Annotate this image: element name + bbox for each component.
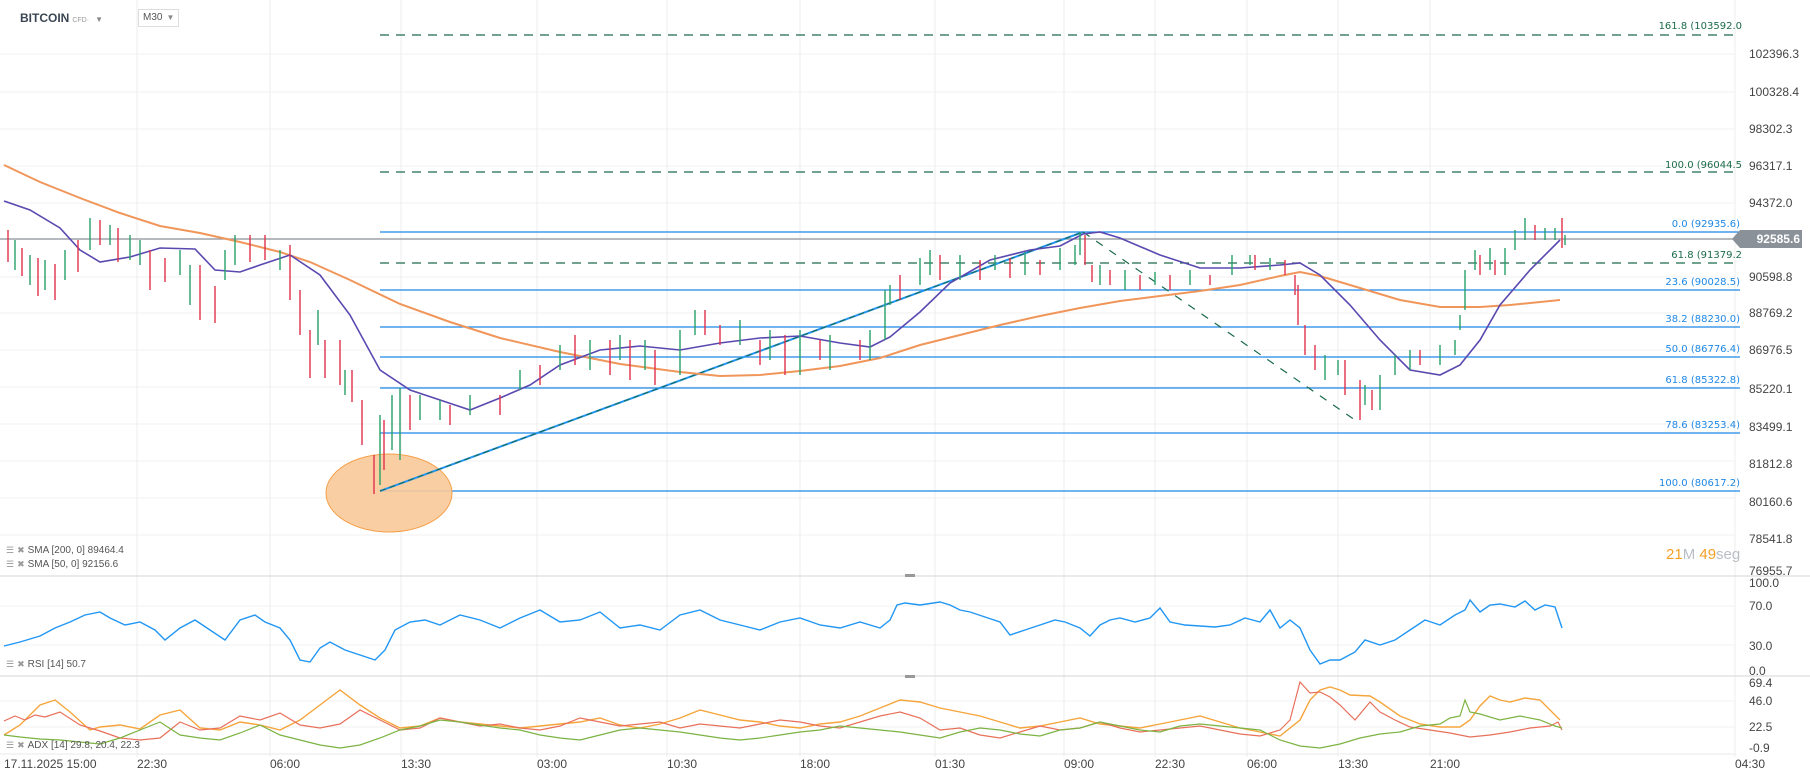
legend-sma200[interactable]: ☰ ✖ SMA [200, 0] 89464.4 bbox=[6, 545, 124, 556]
symbol-name: BITCOIN bbox=[20, 11, 70, 25]
legend-sma50[interactable]: ☰ ✖ SMA [50, 0] 92156.6 bbox=[6, 559, 118, 570]
settings-icon[interactable]: ☰ bbox=[6, 740, 15, 750]
svg-text:46.0: 46.0 bbox=[1749, 694, 1773, 708]
fib-retracement-labels: 0.0 (92935.6) 23.6 (90028.5) 38.2 (88230… bbox=[1659, 219, 1740, 489]
svg-text:100.0: 100.0 bbox=[1749, 576, 1779, 590]
svg-text:0.0: 0.0 bbox=[1749, 664, 1766, 678]
time-tick: 13:30 bbox=[1338, 757, 1369, 771]
close-icon[interactable]: ✖ bbox=[17, 659, 25, 669]
close-icon[interactable]: ✖ bbox=[17, 559, 25, 569]
time-tick: 17.11.2025 15:00 bbox=[4, 757, 97, 771]
time-tick: 06:00 bbox=[270, 757, 301, 771]
svg-text:102396.3: 102396.3 bbox=[1749, 47, 1799, 61]
svg-text:38.2 (88230.0): 38.2 (88230.0) bbox=[1665, 314, 1740, 325]
trend-line-up-overlay bbox=[379, 231, 1084, 492]
sma50-label: SMA [50, 0] 92156.6 bbox=[27, 559, 119, 570]
price-axis[interactable]: 102396.3 100328.4 98302.3 96317.1 94372.… bbox=[1749, 47, 1799, 578]
adx-line-orange bbox=[3, 686, 1561, 737]
close-icon[interactable]: ✖ bbox=[17, 545, 25, 555]
svg-text:23.6 (90028.5): 23.6 (90028.5) bbox=[1665, 277, 1740, 288]
symbol-selector[interactable]: BITCOIN CFD· ▼ bbox=[20, 11, 103, 25]
adx-line-red bbox=[3, 680, 1563, 741]
time-tick: 01:30 bbox=[935, 757, 966, 771]
horizontal-grid bbox=[0, 53, 1735, 728]
fib-extension-lines[interactable] bbox=[380, 34, 1740, 264]
pane-resize-handle[interactable] bbox=[905, 574, 915, 577]
chevron-down-icon: ▼ bbox=[95, 15, 103, 24]
time-tick: 10:30 bbox=[667, 757, 698, 771]
candle-countdown: 21M 49seg bbox=[1666, 546, 1741, 563]
time-tick: 22:30 bbox=[137, 757, 168, 771]
svg-text:61.8 (91379.2: 61.8 (91379.2 bbox=[1671, 250, 1742, 261]
highlight-ellipse[interactable] bbox=[325, 453, 453, 533]
vertical-grid bbox=[136, 0, 1736, 757]
svg-text:96317.1: 96317.1 bbox=[1749, 159, 1793, 173]
time-tick: 09:00 bbox=[1064, 757, 1095, 771]
time-tick: 21:00 bbox=[1430, 757, 1461, 771]
symbol-suffix: CFD· bbox=[72, 17, 90, 24]
rsi-axis: 100.0 70.0 30.0 0.0 bbox=[1749, 576, 1779, 678]
fib-extension-labels: 161.8 (103592.0 100.0 (96044.5 61.8 (913… bbox=[1659, 21, 1742, 261]
sma200-line bbox=[3, 164, 1561, 378]
trend-line-down[interactable] bbox=[1082, 231, 1356, 421]
chevron-down-icon: ▼ bbox=[166, 13, 175, 22]
svg-text:78.6 (83253.4): 78.6 (83253.4) bbox=[1665, 420, 1740, 431]
time-tick: 13:30 bbox=[401, 757, 432, 771]
adx-axis: 69.4 46.0 22.5 -0.9 bbox=[1749, 676, 1773, 755]
svg-text:-0.9: -0.9 bbox=[1749, 741, 1770, 755]
time-tick: 03:00 bbox=[537, 757, 568, 771]
time-axis[interactable]: 17.11.2025 15:00 22:30 06:00 13:30 03:00… bbox=[0, 757, 1810, 777]
chart-header: BITCOIN CFD· ▼ M30 ▼ bbox=[0, 0, 1810, 30]
svg-text:61.8 (85322.8): 61.8 (85322.8) bbox=[1665, 375, 1740, 386]
legend-adx[interactable]: ☰ ✖ ADX [14] 29.8, 20.4, 22.3 bbox=[6, 740, 140, 751]
svg-text:30.0: 30.0 bbox=[1749, 639, 1773, 653]
svg-text:90598.8: 90598.8 bbox=[1749, 270, 1793, 284]
svg-text:22.5: 22.5 bbox=[1749, 720, 1773, 734]
svg-text:78541.8: 78541.8 bbox=[1749, 532, 1793, 546]
svg-text:70.0: 70.0 bbox=[1749, 599, 1773, 613]
timeframe-value: M30 bbox=[143, 12, 163, 23]
sma200-label: SMA [200, 0] 89464.4 bbox=[27, 545, 124, 556]
time-tick: 22:30 bbox=[1155, 757, 1186, 771]
adx-label: ADX [14] 29.8, 20.4, 22.3 bbox=[27, 740, 140, 751]
svg-text:88769.2: 88769.2 bbox=[1749, 306, 1793, 320]
svg-text:69.4: 69.4 bbox=[1749, 676, 1773, 690]
svg-text:80160.6: 80160.6 bbox=[1749, 495, 1793, 509]
svg-text:76955.7: 76955.7 bbox=[1749, 564, 1793, 578]
time-tick: 06:00 bbox=[1247, 757, 1278, 771]
svg-text:100.0 (96044.5: 100.0 (96044.5 bbox=[1665, 160, 1742, 171]
fib-retracement-lines[interactable] bbox=[380, 231, 1740, 492]
svg-text:85220.1: 85220.1 bbox=[1749, 382, 1793, 396]
settings-icon[interactable]: ☰ bbox=[6, 545, 15, 555]
rsi-label: RSI [14] 50.7 bbox=[27, 659, 86, 670]
svg-text:100328.4: 100328.4 bbox=[1749, 85, 1799, 99]
settings-icon[interactable]: ☰ bbox=[6, 659, 15, 669]
legend-rsi[interactable]: ☰ ✖ RSI [14] 50.7 bbox=[6, 659, 86, 670]
rsi-line bbox=[3, 598, 1563, 665]
pane-resize-handle[interactable] bbox=[905, 675, 915, 678]
close-icon[interactable]: ✖ bbox=[17, 740, 25, 750]
svg-text:81812.8: 81812.8 bbox=[1749, 457, 1793, 471]
adx-line-green bbox=[3, 698, 1563, 749]
svg-text:86976.5: 86976.5 bbox=[1749, 343, 1793, 357]
svg-text:161.8 (103592.0: 161.8 (103592.0 bbox=[1659, 21, 1742, 32]
settings-icon[interactable]: ☰ bbox=[6, 559, 15, 569]
svg-text:94372.0: 94372.0 bbox=[1749, 196, 1793, 210]
time-tick: 04:30 bbox=[1735, 757, 1766, 771]
timeframe-select[interactable]: M30 ▼ bbox=[138, 9, 180, 27]
svg-text:83499.1: 83499.1 bbox=[1749, 420, 1793, 434]
svg-text:98302.3: 98302.3 bbox=[1749, 122, 1793, 136]
svg-text:50.0 (86776.4): 50.0 (86776.4) bbox=[1665, 344, 1740, 355]
svg-text:100.0 (80617.2): 100.0 (80617.2) bbox=[1659, 478, 1740, 489]
time-tick: 18:00 bbox=[800, 757, 831, 771]
candlesticks[interactable] bbox=[7, 218, 1566, 494]
svg-text:0.0 (92935.6): 0.0 (92935.6) bbox=[1672, 219, 1740, 230]
current-price-tag: 92585.6 bbox=[1732, 230, 1802, 248]
